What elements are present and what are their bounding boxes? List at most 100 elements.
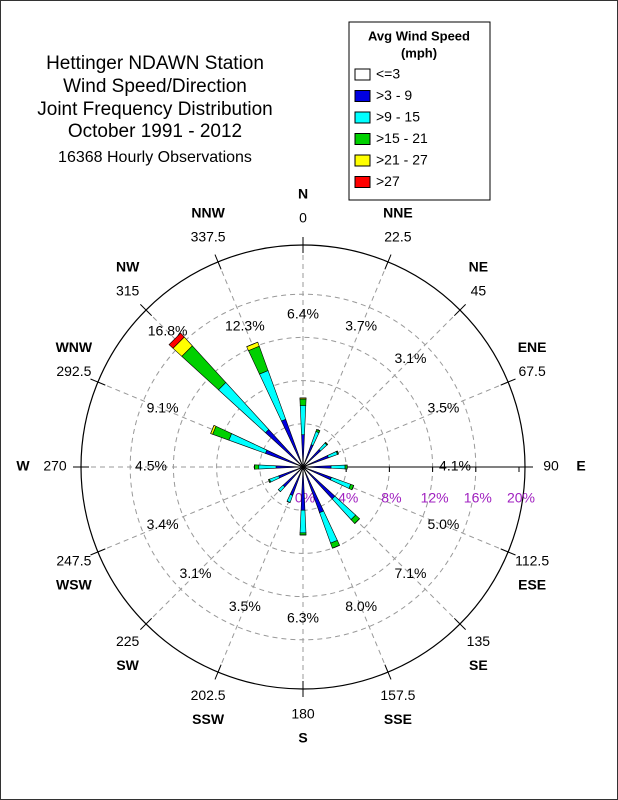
radial-tick-label: 20% [507, 490, 535, 506]
legend-label: >9 - 15 [376, 109, 420, 125]
legend-swatch [354, 111, 371, 124]
direction-label: NE [469, 258, 488, 274]
direction-total-label: 12.3% [225, 317, 265, 333]
chart-title: Wind Speed/Direction [63, 76, 247, 97]
angle-label: 157.5 [380, 687, 415, 703]
radial-tick-label: 8% [381, 490, 401, 506]
direction-label: NW [116, 258, 140, 274]
direction-total-label: 7.1% [395, 565, 427, 581]
angle-tick [384, 664, 392, 680]
chart-title: Hettinger NDAWN Station [46, 53, 264, 74]
wind-bar-segment [344, 464, 348, 470]
radial-tick-label: 12% [421, 490, 449, 506]
direction-total-label: 3.4% [147, 516, 179, 532]
angle-tick [214, 254, 222, 270]
angle-label: 337.5 [191, 229, 226, 245]
legend-label: >21 - 27 [376, 152, 428, 168]
wind-bar-segment [246, 341, 258, 347]
chart-title: Joint Frequency Distribution [37, 99, 273, 120]
radial-tick-label: 0% [295, 490, 315, 506]
wind-bar-segment [299, 532, 307, 536]
direction-total-label: 8.0% [345, 598, 377, 614]
direction-total-label: 5.0% [427, 516, 459, 532]
wind-bar-segment [325, 442, 328, 445]
direction-label: WSW [56, 577, 93, 593]
angle-label: 135 [467, 633, 491, 649]
legend-swatch [354, 90, 371, 102]
angle-tick [90, 378, 106, 386]
grid-spoke [145, 466, 304, 625]
radial-tick-label: 4% [338, 490, 358, 506]
angle-label: 112.5 [515, 553, 549, 569]
direction-label: NNW [191, 205, 225, 221]
angle-label: 202.5 [191, 687, 226, 703]
direction-total-label: 3.5% [427, 400, 459, 416]
direction-label: WNW [56, 339, 93, 355]
radial-tick-label: 16% [464, 490, 492, 506]
legend-swatch [354, 133, 371, 145]
angle-label: 22.5 [384, 229, 411, 245]
wind-bar-segment [354, 518, 360, 524]
angle-label: 225 [116, 633, 140, 649]
direction-total-label: 16.8% [148, 322, 188, 338]
direction-label: E [576, 458, 585, 474]
direction-total-label: 3.1% [395, 350, 427, 366]
direction-label: NNE [383, 205, 413, 221]
legend-title: Avg Wind Speed [368, 28, 470, 43]
angle-label: 292.5 [56, 363, 91, 379]
wind-bar-segment [210, 425, 215, 434]
angle-tick [453, 617, 466, 630]
wind-bar-segment [299, 398, 307, 406]
legend-title: (mph) [401, 45, 437, 60]
angle-tick [140, 617, 153, 630]
legend-label: >15 - 21 [376, 130, 428, 146]
legend-swatch [354, 154, 371, 167]
angle-tick [500, 548, 516, 556]
angle-tick [90, 548, 106, 556]
wind-bar-segment [278, 489, 281, 492]
direction-total-label: 6.4% [287, 306, 319, 322]
direction-label: SE [469, 657, 488, 673]
direction-total-label: 3.7% [345, 317, 377, 333]
angle-label: 90 [543, 458, 559, 474]
wind-bar-segment [351, 485, 355, 491]
angle-tick [214, 664, 222, 680]
angle-tick [500, 378, 516, 386]
angle-tick [140, 304, 153, 317]
grid-spoke [97, 466, 304, 553]
angle-tick [384, 254, 392, 270]
angle-label: 67.5 [518, 363, 545, 379]
subtitle: 16368 Hourly Observations [58, 149, 252, 166]
direction-total-label: 4.5% [135, 458, 167, 474]
direction-label: N [298, 186, 308, 202]
legend-box [348, 21, 491, 201]
wind-bar-segment [299, 405, 307, 435]
angle-label: 270 [43, 458, 67, 474]
angle-tick [453, 304, 466, 317]
wind-bar-segment [299, 509, 307, 534]
wind-bar-segment [254, 464, 260, 470]
angle-label: 45 [471, 282, 487, 298]
angle-label: 0 [299, 210, 307, 226]
direction-label: ESE [518, 577, 546, 593]
legend-swatch [354, 68, 371, 81]
wind-bar-segment [336, 450, 339, 455]
legend-label: <=3 [376, 66, 400, 82]
direction-label: W [16, 458, 30, 474]
direction-total-label: 3.5% [229, 598, 261, 614]
direction-total-label: 4.1% [439, 458, 471, 474]
direction-label: ENE [518, 339, 547, 355]
wind-bar-segment [316, 429, 321, 432]
wind-bar-segment [286, 500, 291, 503]
direction-label: SW [116, 657, 139, 673]
wind-bar-segment [330, 464, 346, 470]
legend-label: >27 [376, 173, 400, 189]
grid-spoke [302, 309, 461, 468]
direction-total-label: 9.1% [147, 400, 179, 416]
legend-swatch [354, 176, 371, 188]
wind-bar-segment [332, 544, 340, 549]
wind-bar-segment [258, 464, 277, 470]
direction-total-label: 6.3% [287, 610, 319, 626]
